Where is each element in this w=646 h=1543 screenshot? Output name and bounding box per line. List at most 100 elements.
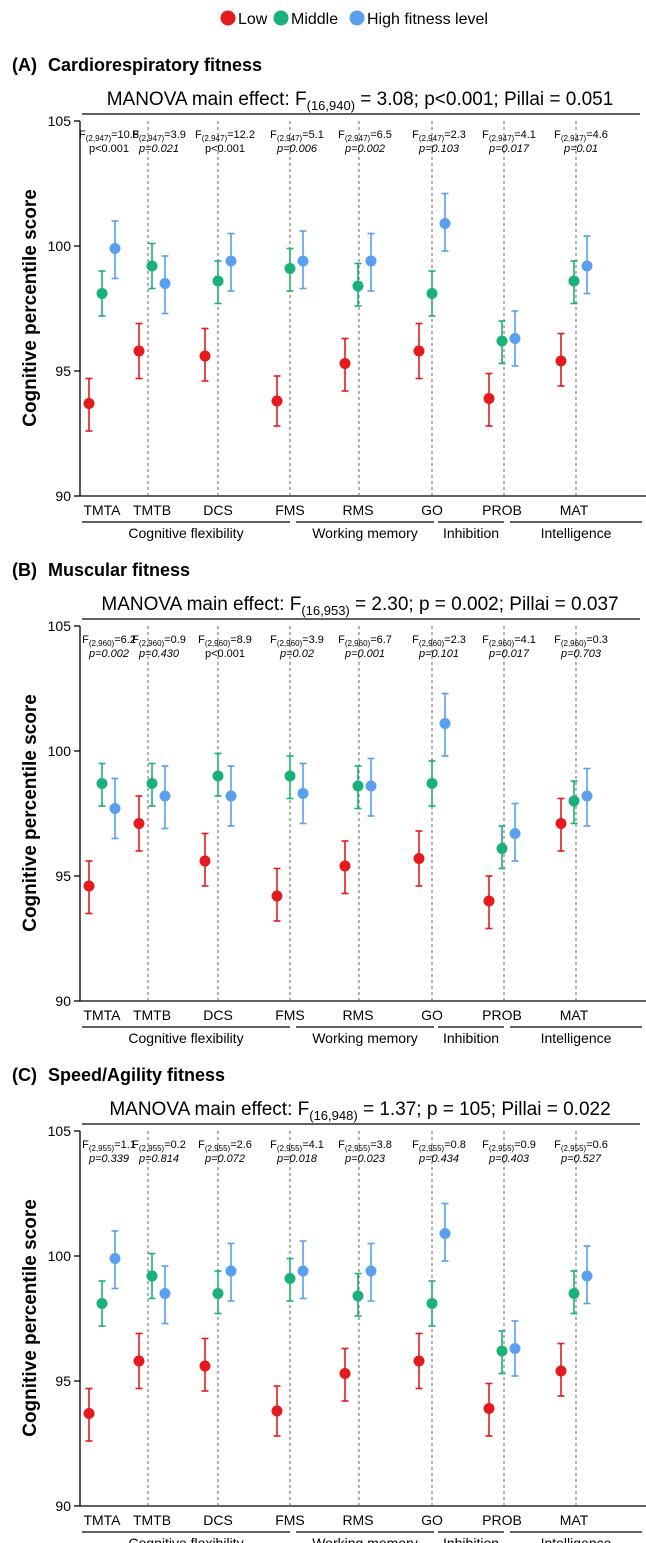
panels: (A) Cardiorespiratory fitness MANOVA main… (12, 55, 646, 1543)
data-point (271, 1405, 283, 1417)
data-point (284, 770, 296, 782)
category-label: TMTB (133, 502, 171, 518)
data-point (365, 255, 377, 267)
data-point (212, 275, 224, 287)
stat-f-value: =0.8 (444, 1139, 466, 1151)
stat-f: F(2,955)=0.9 (482, 1139, 536, 1153)
data-point (568, 275, 580, 287)
stat-f-value: =0.3 (586, 634, 608, 646)
stat-f: F(2,947)=5.1 (270, 129, 324, 143)
stat-f-letter: F (79, 129, 86, 141)
data-point (352, 280, 364, 292)
data-point (96, 778, 108, 789)
data-point (496, 1345, 508, 1357)
stat-f-df: (2,960) (489, 639, 515, 648)
category-label: RMS (342, 1512, 373, 1528)
y-tick-label: 95 (55, 363, 71, 379)
stat-f-df: (2,947) (419, 134, 445, 143)
data-point (199, 350, 211, 362)
category-label: FMS (275, 502, 305, 518)
data-point (225, 255, 237, 267)
stat-f: F(2,955)=0.8 (412, 1139, 466, 1153)
stat-p: p=0.814 (138, 1153, 179, 1165)
data-point (284, 1273, 296, 1284)
y-tick-label: 95 (55, 868, 71, 884)
stat-f-df: (2,955) (205, 1144, 231, 1153)
stat-f-value: =0.9 (514, 1139, 536, 1151)
stat-f: F(2,960)=4.1 (482, 634, 536, 648)
stat-f-value: =0.6 (586, 1139, 608, 1151)
stat-f-df: (2,960) (419, 639, 445, 648)
stat-f-letter: F (482, 634, 489, 646)
panel-title-text: Cardiorespiratory fitness (43, 55, 262, 75)
panel-title: (C) Speed/Agility fitness (12, 1065, 225, 1085)
stat-f-letter: F (270, 129, 277, 141)
data-point (352, 780, 364, 792)
y-axis-label: Cognitive percentile score (20, 189, 41, 427)
manova-text: MANOVA main effect: F(16,948) = 1.37; p … (109, 1099, 610, 1123)
data-point (509, 333, 521, 344)
stat-f: F(2,955)=0.6 (554, 1139, 608, 1153)
stat-f-value: =10.8 (111, 129, 139, 141)
stat-f-letter: F (482, 1139, 489, 1151)
stat-f-value: =0.2 (164, 1139, 186, 1151)
stat-f-value: =6.7 (370, 634, 392, 646)
panel-1: (B) Muscular fitness MANOVA main effect: … (12, 560, 646, 1046)
manova-rest: = 2.30; p = 0.002; Pillai = 0.037 (350, 594, 619, 615)
stat-f-value: =3.9 (164, 129, 186, 141)
stat-p: p=0.430 (138, 648, 180, 660)
data-point (83, 398, 95, 409)
group-label: Intelligence (541, 1535, 612, 1543)
stat-f-df: (2,955) (489, 1144, 515, 1153)
manova-rest: = 3.08; p<0.001; Pillai = 0.051 (355, 89, 613, 110)
stat-f: F(2,947)=12.2 (195, 129, 255, 143)
stat-f-letter: F (132, 129, 139, 141)
data-point (133, 345, 145, 357)
data-point (568, 1288, 580, 1299)
stat-f-df: (2,947) (202, 134, 228, 143)
category-label: DCS (203, 1007, 233, 1023)
y-tick-label: 90 (55, 488, 71, 504)
stat-f-letter: F (412, 129, 419, 141)
data-point (555, 355, 567, 367)
data-point (271, 890, 283, 902)
data-point (483, 895, 495, 907)
panel-letter: (C) (12, 1065, 37, 1085)
panel-title: (B) Muscular fitness (12, 560, 190, 580)
stat-p: p=0.017 (488, 143, 530, 155)
stat-f-letter: F (412, 1139, 419, 1151)
stat-f-letter: F (338, 129, 345, 141)
group-label: Working memory (312, 1535, 418, 1543)
stat-f-letter: F (198, 1139, 205, 1151)
data-point (83, 880, 95, 892)
y-tick-label: 90 (55, 993, 71, 1009)
data-point (496, 843, 508, 854)
stat-p: p<0.001 (205, 143, 245, 155)
data-point (426, 288, 438, 299)
stat-p: p=0.527 (560, 1153, 602, 1165)
stat-f-df: (2,960) (561, 639, 587, 648)
stat-f-df: (2,960) (139, 639, 165, 648)
manova-df: (16,953) (301, 603, 349, 618)
data-point (496, 335, 508, 347)
stat-f-value: =2.3 (444, 634, 466, 646)
stat-f-df: (2,960) (205, 639, 231, 648)
category-label: TMTB (133, 1512, 171, 1528)
data-point (96, 288, 108, 299)
stat-f-letter: F (338, 1139, 345, 1151)
data-point (146, 260, 158, 272)
data-point (96, 1298, 108, 1309)
stat-p: p=0.002 (88, 648, 129, 660)
stat-f: F(2,947)=10.8 (79, 129, 139, 143)
data-point (483, 393, 495, 404)
stat-f-letter: F (554, 129, 561, 141)
stat-p: p=0.006 (276, 143, 318, 155)
data-point (133, 818, 145, 829)
stat-f-value: =1.1 (114, 1139, 136, 1151)
data-point (212, 770, 224, 782)
panel-2: (C) Speed/Agility fitness MANOVA main eff… (12, 1065, 646, 1543)
data-point (365, 780, 377, 792)
data-point (297, 788, 309, 799)
data-point (83, 1408, 95, 1419)
